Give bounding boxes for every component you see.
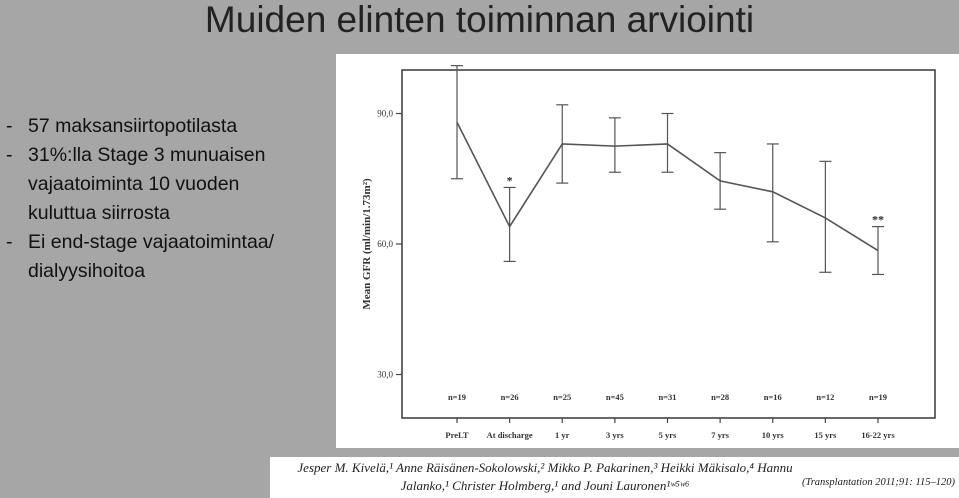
n-label: n=31 [658,392,676,402]
n-label: n=45 [606,392,624,402]
y-ticks: 30,0 60,0 90,0 [377,109,402,380]
bullet-line: kuluttua siirrosta [28,202,170,224]
x-tick-label: 3 yrs [606,430,624,440]
significance-marker: * [507,173,513,187]
bullet-line: dialyysihoitoa [28,260,146,282]
bullet-item: - 31%:lla Stage 3 munuaisen vajaatoimint… [6,141,336,228]
x-tick-label: 15 yrs [814,430,837,440]
bullet-line: 57 maksansiirtopotilasta [28,115,238,137]
n-labels: n=19 n=26 n=25 n=45 n=31 n=28 n=16 n=12 n=19 [448,392,887,402]
slide-title: Muiden elinten toiminnan arviointi [204,0,755,40]
bullet-text: 31%:lla Stage 3 munuaisen vajaatoiminta … [28,141,336,228]
citation-journal: (Transplantation 2011;91: 115–120) [801,477,955,488]
n-label: n=25 [553,392,571,402]
significance-marker: ** [872,213,884,227]
n-label: n=16 [764,392,782,402]
x-tick-label: PreLT [445,430,468,440]
n-label: n=19 [869,392,887,402]
citation: Jesper M. Kivelä,¹ Anne Räisänen-Sokolow… [270,457,959,498]
x-tick-label: 10 yrs [762,430,785,440]
plot-frame [401,69,936,419]
x-tick-label: 5 yrs [659,430,677,440]
data-marks: *** [451,65,884,276]
x-tick-labels: PreLT At discharge 1 yr 3 yrs 5 yrs 7 yrs 10 y… [445,418,895,440]
bullet-text: 57 maksansiirtopotilasta [28,112,336,141]
y-axis-label: Mean GFR (ml/min/1.73m²) [361,178,373,310]
n-label: n=26 [501,392,519,402]
bullet-dash: - [6,231,13,253]
bullet-line: 31%:lla Stage 3 munuaisen [28,144,266,166]
y-tick-label: 90,0 [377,109,393,119]
n-label: n=19 [448,392,466,402]
x-tick-label: At discharge [487,430,533,440]
bullet-line: vajaatoiminta 10 vuoden [28,173,240,195]
x-tick-label: 16-22 yrs [861,430,895,440]
bullet-line: Ei end-stage vajaatoimintaa/ [28,231,275,253]
gfr-line-chart: Mean GFR (ml/min/1.73m²) 30,060,090,0 **… [361,65,936,440]
x-tick-label: 1 yr [555,430,570,440]
bullet-dash: - [6,144,13,166]
chart-figure: Mean GFR (ml/min/1.73m²) 30,0 60,0 90,0 * *… [336,54,959,448]
n-label: n=12 [816,392,834,402]
n-label: n=28 [711,392,729,402]
x-tick-label: 7 yrs [711,430,729,440]
y-tick-label: 60,0 [377,239,393,249]
bullet-text: Ei end-stage vajaatoimintaa/ dialyysihoi… [28,228,336,286]
bullet-dash: - [6,115,13,137]
bullet-item: - 57 maksansiirtopotilasta [6,112,336,141]
bullet-list: - 57 maksansiirtopotilasta - 31%:lla Sta… [6,112,336,286]
citation-authors: Jesper M. Kivelä,¹ Anne Räisänen-Sokolow… [297,460,793,493]
y-tick-label: 30,0 [377,370,393,380]
bullet-item: - Ei end-stage vajaatoimintaa/ dialyysih… [6,228,336,286]
